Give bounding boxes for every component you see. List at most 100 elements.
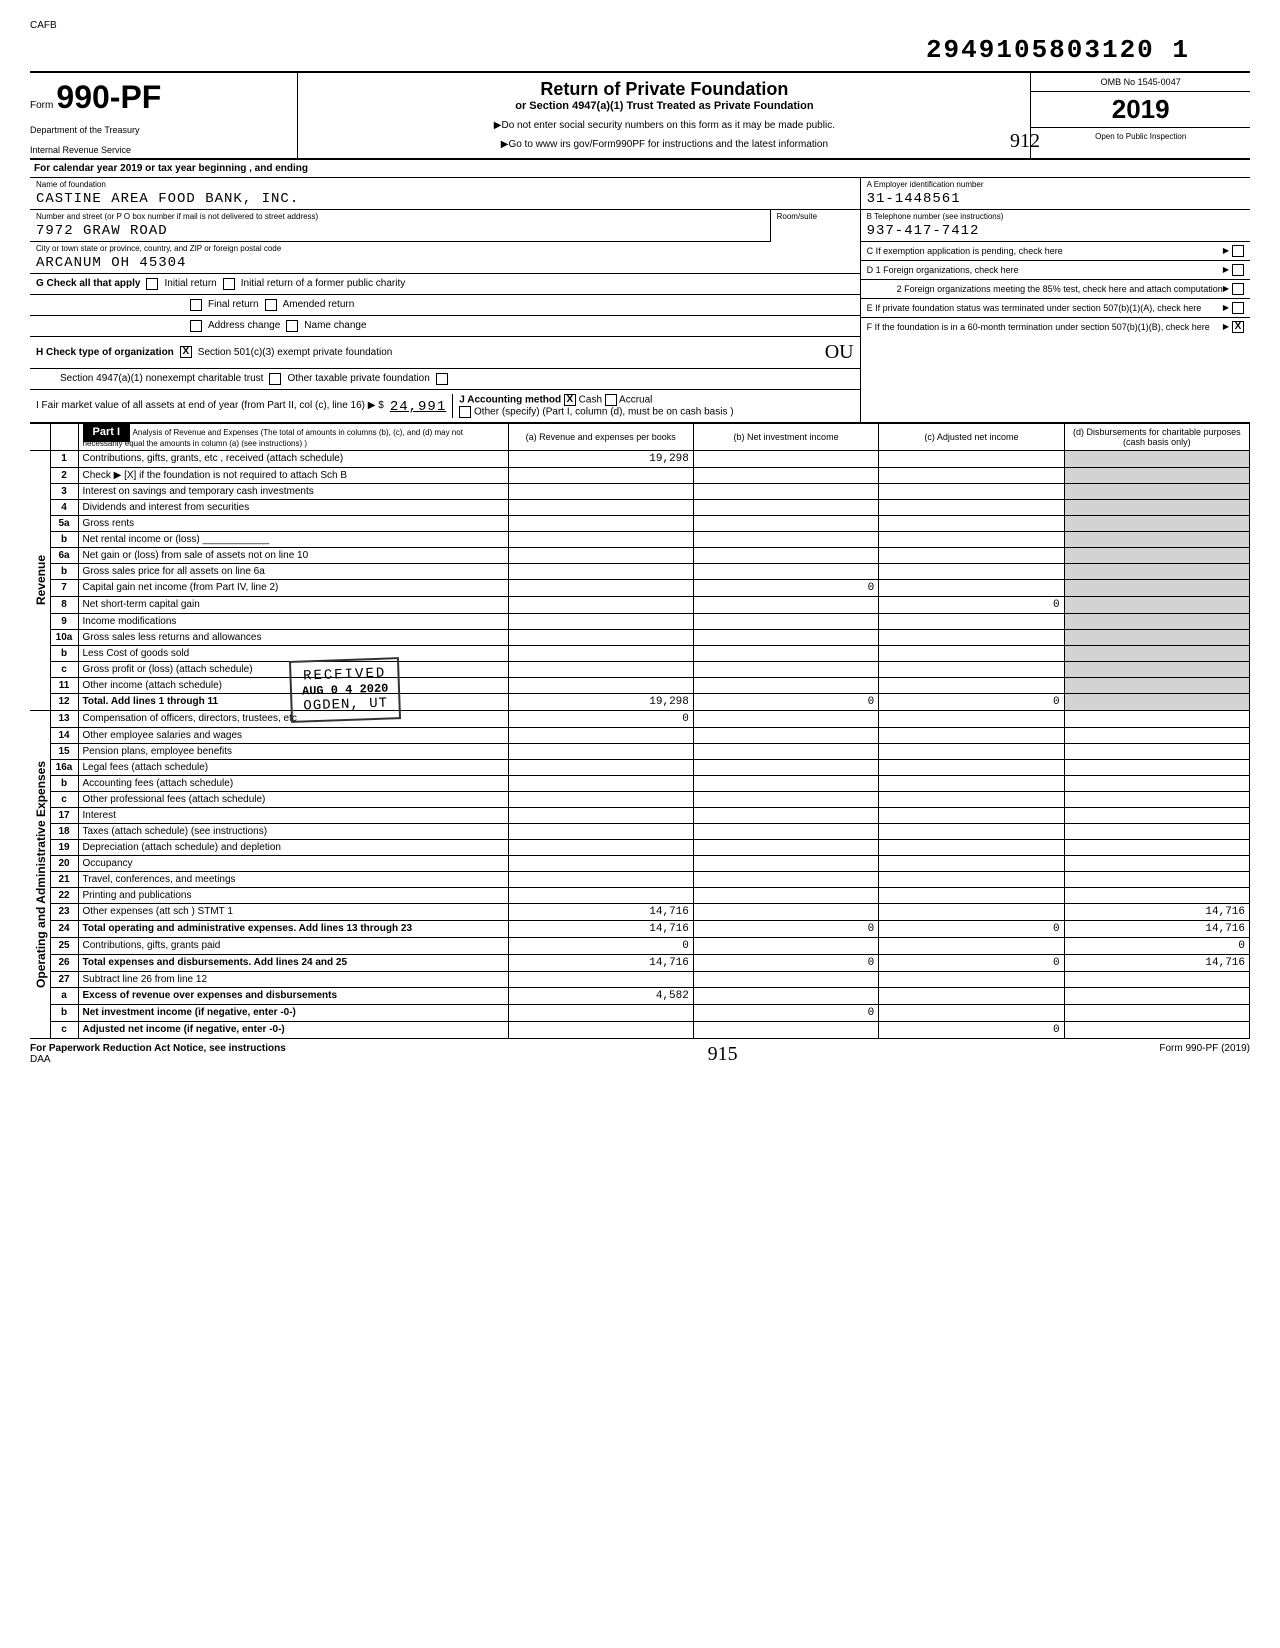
checkbox-initial-former[interactable] xyxy=(223,278,235,290)
cell xyxy=(879,677,1064,693)
cell xyxy=(508,1021,693,1038)
city-cell: City or town state or province, country,… xyxy=(30,242,860,274)
cell xyxy=(1064,791,1249,807)
cell xyxy=(1064,1004,1249,1021)
part1-desc: Analysis of Revenue and Expenses (The to… xyxy=(83,428,463,448)
cell xyxy=(693,596,878,613)
cell xyxy=(693,499,878,515)
footer-daa: DAA xyxy=(30,1054,51,1065)
checkbox-amended[interactable] xyxy=(265,299,277,311)
line-num-11: 11 xyxy=(50,677,78,693)
line-num-20: 20 xyxy=(50,855,78,871)
checkbox-accrual[interactable] xyxy=(605,394,617,406)
cell xyxy=(1064,596,1249,613)
checkbox-cash[interactable]: X xyxy=(564,394,576,406)
cell xyxy=(693,483,878,499)
line-desc-1: Contributions, gifts, grants, etc , rece… xyxy=(78,450,508,467)
line-num-17: 17 xyxy=(50,807,78,823)
checkbox-4947a1[interactable] xyxy=(269,373,281,385)
line-num-14: 14 xyxy=(50,727,78,743)
cell xyxy=(693,971,878,987)
cell xyxy=(693,903,878,920)
checkbox-final-return[interactable] xyxy=(190,299,202,311)
cell xyxy=(508,791,693,807)
cell xyxy=(879,855,1064,871)
line-num-18: 18 xyxy=(50,823,78,839)
cell xyxy=(879,791,1064,807)
cell: 19,298 xyxy=(508,450,693,467)
line-num-5a: 5a xyxy=(50,515,78,531)
address-label: Number and street (or P O box number if … xyxy=(36,212,764,221)
cell xyxy=(693,775,878,791)
checkbox-d2[interactable] xyxy=(1232,283,1244,295)
cell xyxy=(693,613,878,629)
g-row: G Check all that apply Initial return In… xyxy=(30,274,860,295)
f-row: F If the foundation is in a 60-month ter… xyxy=(861,318,1250,336)
checkbox-other-method[interactable] xyxy=(459,406,471,418)
checkbox-other-taxable[interactable] xyxy=(436,373,448,385)
line-desc-8: Net short-term capital gain xyxy=(78,596,508,613)
cell xyxy=(879,515,1064,531)
checkbox-name-change[interactable] xyxy=(286,320,298,332)
checkbox-e[interactable] xyxy=(1232,302,1244,314)
cell xyxy=(1064,871,1249,887)
cell xyxy=(693,727,878,743)
city-value: ARCANUM OH 45304 xyxy=(36,253,854,271)
cell xyxy=(879,1004,1064,1021)
cell xyxy=(508,467,693,483)
cell xyxy=(508,677,693,693)
line-num-27: 27 xyxy=(50,971,78,987)
checkbox-initial-return[interactable] xyxy=(146,278,158,290)
form-warning: ▶Do not enter social security numbers on… xyxy=(304,120,1024,131)
cell xyxy=(508,661,693,677)
phone-cell: B Telephone number (see instructions) 93… xyxy=(861,210,1250,242)
h-opt3: Other taxable private foundation xyxy=(287,373,429,384)
line-desc-9: Income modifications xyxy=(78,613,508,629)
c-label: C If exemption application is pending, c… xyxy=(867,246,1063,256)
checkbox-d1[interactable] xyxy=(1232,264,1244,276)
cell xyxy=(693,937,878,954)
line-desc-b: Accounting fees (attach schedule) xyxy=(78,775,508,791)
address-cell: Number and street (or P O box number if … xyxy=(30,210,770,242)
cell: 0 xyxy=(879,693,1064,710)
line-num-c: c xyxy=(50,661,78,677)
cell xyxy=(508,759,693,775)
cell xyxy=(879,645,1064,661)
h-opt2: Section 4947(a)(1) nonexempt charitable … xyxy=(60,373,263,384)
cell xyxy=(693,855,878,871)
cell xyxy=(1064,677,1249,693)
cell xyxy=(693,467,878,483)
city-label: City or town state or province, country,… xyxy=(36,244,854,253)
cell: 14,716 xyxy=(508,903,693,920)
cell: 0 xyxy=(879,1021,1064,1038)
line-num-b: b xyxy=(50,531,78,547)
foundation-name: CASTINE AREA FOOD BANK, INC. xyxy=(36,189,854,207)
top-code: CAFB xyxy=(30,20,1250,31)
line-num-b: b xyxy=(50,563,78,579)
j-label: J Accounting method xyxy=(459,394,561,405)
footer-form-ref: Form 990-PF (2019) xyxy=(1159,1043,1250,1066)
line-desc-c: Adjusted net income (if negative, enter … xyxy=(78,1021,508,1038)
j-accrual: Accrual xyxy=(619,394,652,405)
line-num-b: b xyxy=(50,1004,78,1021)
e-label: E If private foundation status was termi… xyxy=(867,303,1202,313)
cell xyxy=(879,483,1064,499)
name-cell: Name of foundation CASTINE AREA FOOD BAN… xyxy=(30,178,860,210)
checkbox-f[interactable]: X xyxy=(1232,321,1244,333)
cell xyxy=(879,743,1064,759)
cell xyxy=(508,645,693,661)
cell xyxy=(693,1021,878,1038)
line-num-9: 9 xyxy=(50,613,78,629)
cell: 14,716 xyxy=(1064,954,1249,971)
cell xyxy=(508,743,693,759)
checkbox-501c3[interactable]: X xyxy=(180,346,192,358)
checkbox-address-change[interactable] xyxy=(190,320,202,332)
part1-table: Part I Analysis of Revenue and Expenses … xyxy=(30,423,1250,1039)
cell xyxy=(879,450,1064,467)
line-num-7: 7 xyxy=(50,579,78,596)
cell xyxy=(1064,531,1249,547)
line-desc-c: Gross profit or (loss) (attach schedule) xyxy=(78,661,508,677)
cell xyxy=(879,839,1064,855)
cell xyxy=(508,596,693,613)
checkbox-c[interactable] xyxy=(1232,245,1244,257)
